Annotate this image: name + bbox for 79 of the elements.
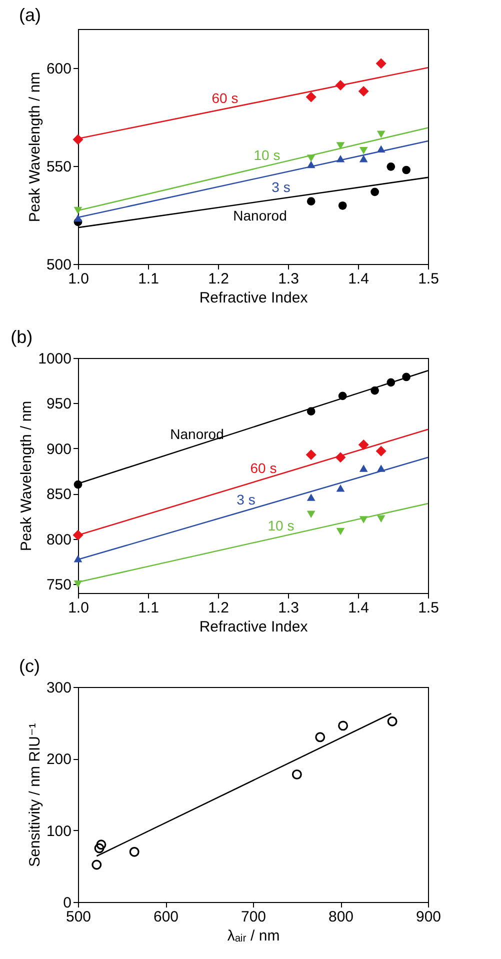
point [358,86,369,97]
series-label: 3 s [272,179,290,196]
y-tick-label: 1000 [38,350,72,368]
x-tick-label: 1.3 [278,600,299,616]
point [370,188,379,196]
point [306,494,316,501]
point [336,142,345,150]
point [386,162,396,171]
x-tick-label: 1.2 [208,270,229,288]
y-axis-title: Sensitivity / nm RIU⁻¹ [26,723,44,867]
x-tick-label: 1.2 [208,600,229,616]
y-tick-label: 200 [46,751,72,768]
point [338,720,348,731]
point [94,843,104,854]
point [129,846,140,857]
x-tick-label: 800 [328,908,354,926]
point [306,197,316,206]
point [92,860,102,870]
point [358,440,369,450]
y-tick-label: 850 [46,486,72,504]
point [359,146,368,154]
y-tick-label: 800 [46,531,72,548]
series-label: 3 s [236,492,256,508]
chart-title: (c) [18,656,40,676]
point [338,201,347,210]
chart-title: (b) [10,327,33,347]
y-tick-label: 750 [46,576,72,594]
x-axis-title: Refractive Index [199,618,308,636]
point [359,464,368,472]
y-axis-title: Peak Wavelength / nm [26,72,44,222]
x-axis-title: Refractive Index [199,290,308,306]
y-tick-label: 550 [46,158,72,176]
x-tick-label: 1.4 [348,600,369,616]
y-tick-label: 0 [63,894,72,912]
x-axis-title: λₐᵢᵣ / nm [227,928,280,944]
x-tick-label: 1.5 [418,600,439,616]
point [402,166,410,174]
x-tick-label: 1.4 [348,270,369,288]
x-tick-label: 1.0 [68,600,89,616]
x-tick-label: 1.0 [68,270,89,288]
point [96,840,106,850]
x-tick-label: 500 [66,908,92,926]
point [376,130,386,138]
point [306,449,316,460]
point [376,515,386,523]
point [306,510,316,518]
point [72,530,84,540]
y-tick-label: 100 [46,822,72,840]
point [376,58,386,69]
point [74,555,82,562]
point [292,769,302,780]
point [306,92,316,102]
point [387,716,398,726]
series-label: Nanorod [233,208,287,224]
y-tick-label: 900 [46,440,72,458]
series-label: 10 s [268,518,294,534]
point [336,484,345,492]
series-label: 10 s [254,146,280,163]
x-tick-label: 1.3 [278,270,299,288]
y-tick-label: 300 [46,680,72,696]
x-tick-label: 700 [240,908,266,926]
x-tick-label: 1.1 [138,270,159,288]
series-label: 60 s [212,90,238,106]
point [315,732,326,742]
point [336,528,345,536]
x-tick-label: 900 [416,908,442,926]
point [359,155,368,162]
chart-title: (a) [18,5,41,25]
x-tick-label: 600 [153,908,179,926]
series-label: Nanorod [170,426,224,442]
x-tick-label: 1.1 [138,600,159,616]
x-tick-label: 1.5 [418,270,439,288]
y-tick-label: 600 [46,60,72,78]
y-tick-label: 950 [46,396,72,413]
y-tick-label: 500 [46,256,72,274]
series-label: 60 s [250,460,277,476]
point [376,446,386,456]
point [72,134,84,145]
y-axis-title: Peak Wavelength / nm [18,400,36,552]
